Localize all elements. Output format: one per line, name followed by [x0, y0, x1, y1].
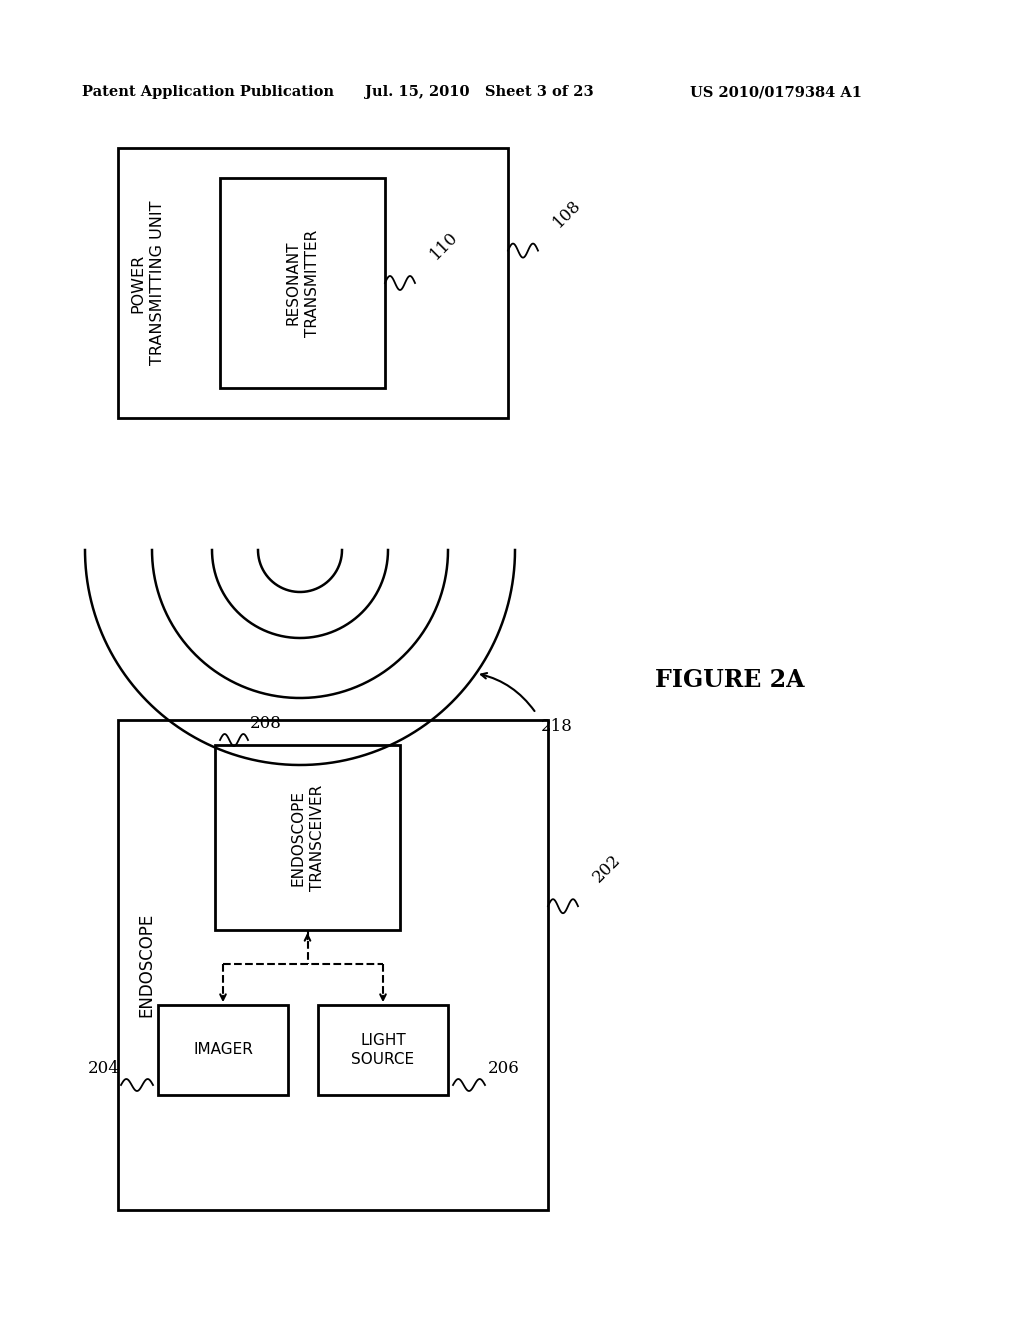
Bar [118, 719, 548, 1210]
Bar [318, 1005, 449, 1096]
Text: US 2010/0179384 A1: US 2010/0179384 A1 [690, 84, 862, 99]
Text: Patent Application Publication: Patent Application Publication [82, 84, 334, 99]
Text: 208: 208 [250, 715, 282, 733]
Text: RESONANT
TRANSMITTER: RESONANT TRANSMITTER [285, 230, 319, 337]
Bar [215, 744, 400, 931]
Text: 110: 110 [427, 228, 462, 263]
Bar [158, 1005, 288, 1096]
Text: 204: 204 [88, 1060, 120, 1077]
Text: 206: 206 [488, 1060, 520, 1077]
Text: LIGHT
SOURCE: LIGHT SOURCE [351, 1034, 415, 1067]
Bar [118, 148, 508, 418]
Text: POWER
TRANSMITTING UNIT: POWER TRANSMITTING UNIT [131, 201, 166, 366]
Text: ENDOSCOPE
TRANSCEIVER: ENDOSCOPE TRANSCEIVER [290, 784, 325, 891]
Text: 202: 202 [590, 851, 625, 886]
Text: IMAGER: IMAGER [194, 1043, 253, 1057]
Text: 108: 108 [550, 197, 585, 231]
Text: ENDOSCOPE: ENDOSCOPE [137, 913, 155, 1018]
Text: FIGURE 2A: FIGURE 2A [655, 668, 805, 692]
Text: 218: 218 [541, 718, 573, 735]
Text: Jul. 15, 2010   Sheet 3 of 23: Jul. 15, 2010 Sheet 3 of 23 [365, 84, 594, 99]
Bar [220, 178, 385, 388]
